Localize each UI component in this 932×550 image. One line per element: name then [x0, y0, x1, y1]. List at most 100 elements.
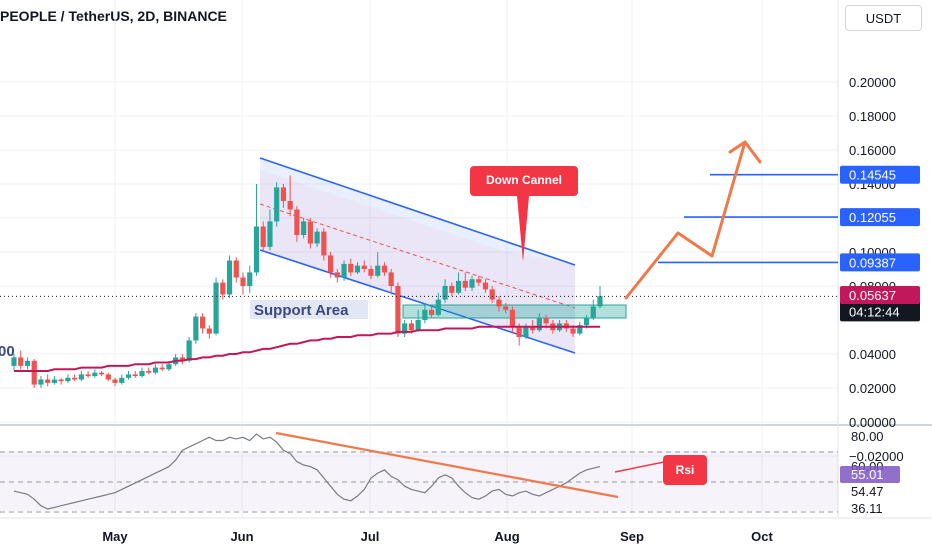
candle-body [287, 201, 293, 210]
time-axis-tick-label: Jun [230, 529, 253, 544]
candle-body [247, 272, 253, 286]
time-axis-tick-label: Oct [751, 529, 773, 544]
candle-body [125, 374, 132, 378]
price-axis-tick-label: 0.04000 [849, 347, 896, 362]
candle-body [597, 296, 603, 307]
rsi-axis-tick-label: 80.00 [851, 429, 884, 444]
candle-body [449, 286, 455, 293]
candle-body [530, 326, 536, 331]
candle-body [78, 374, 84, 380]
candle-body [577, 325, 583, 334]
support-area-label-bg [250, 300, 368, 319]
moving-average-line [14, 325, 600, 372]
candle-body [152, 367, 159, 373]
candle-body [341, 263, 347, 278]
candle-body [536, 318, 542, 331]
chart-title: PEOPLE / TetherUS, 2D, BINANCE [0, 8, 227, 24]
candle-body [516, 326, 522, 337]
currency-button[interactable]: USDT [845, 5, 922, 31]
price-axis-tick-label: 0.20000 [849, 75, 896, 90]
candle-body [314, 231, 320, 244]
countdown-label: 04:12:44 [849, 304, 900, 319]
candle-body [38, 379, 44, 385]
down-cannel-callout [470, 166, 578, 262]
candle-body [583, 318, 590, 326]
candle-body [92, 372, 98, 377]
candle-body [476, 279, 482, 283]
candle-body [206, 328, 212, 334]
candle-body [253, 226, 260, 273]
time-axis-tick-label: May [102, 529, 128, 544]
candle-body [368, 269, 374, 276]
candle-body [469, 279, 475, 288]
candle-body [72, 377, 78, 380]
channel-fill [260, 158, 575, 353]
candle-body [455, 280, 462, 293]
candle-body [503, 306, 509, 310]
candle-body [388, 272, 394, 286]
rsi-callout-pointer [614, 461, 665, 473]
candle-body [570, 328, 576, 334]
time-axis-tick-label: Aug [494, 529, 519, 544]
rsi-callout-bg [663, 455, 707, 485]
candle-body [24, 360, 31, 366]
candle-body [381, 265, 388, 273]
candle-body [199, 316, 206, 329]
candle-body [375, 265, 381, 276]
candle-body [132, 374, 138, 377]
price-axis-tick-label: 0.16000 [849, 143, 896, 158]
candle-body [260, 226, 266, 247]
candle-body [58, 379, 64, 382]
candle-body [348, 263, 354, 273]
ma-value-label: 0.05637 [849, 288, 896, 303]
candle-body [186, 340, 192, 361]
price-axis-tick-label: 0.18000 [849, 109, 896, 124]
candle-body [98, 372, 105, 375]
candle-body [496, 299, 502, 307]
candle-body [523, 326, 529, 337]
channel-inner-fill [260, 170, 575, 353]
price-axis-tick-label: −0.02000 [849, 449, 904, 464]
candle-body [233, 260, 239, 278]
candle-body [45, 379, 51, 383]
projection-arrow [624, 140, 747, 300]
candle-body [274, 187, 280, 222]
candle-body [301, 221, 307, 235]
rsi-value-label: 55.01 [851, 467, 884, 482]
candle-body [119, 377, 125, 383]
candle-body [415, 320, 421, 331]
candle-body [11, 357, 17, 366]
target-price-label-bg [840, 208, 920, 227]
rsi-axis-tick-label: 36.11 [851, 501, 883, 516]
rsi-trend-line [275, 431, 619, 499]
target-price-label: 0.14545 [849, 168, 896, 183]
candle-body [327, 255, 334, 273]
candle-body [429, 309, 435, 315]
candle-body [334, 272, 340, 278]
down-cannel-label: Down Cannel [486, 173, 562, 187]
candle-body [85, 374, 91, 377]
ma-value-label-bg [840, 286, 920, 304]
candle-body [307, 221, 313, 244]
rsi-callout-label: Rsi [676, 463, 695, 477]
candle-body [402, 323, 408, 334]
candle-body [31, 360, 37, 385]
time-axis-tick-label: Jul [361, 529, 380, 544]
candle-body [361, 265, 367, 269]
candle-body [354, 265, 361, 273]
target-price-label-bg [840, 165, 920, 184]
candle-body [159, 367, 165, 370]
candle-body [220, 282, 226, 295]
candle-body [166, 364, 172, 370]
candle-body [18, 357, 24, 366]
left-cut-value-label: 00 [0, 343, 15, 360]
candle-body [294, 209, 300, 235]
price-axis-tick-label: 0.00000 [849, 415, 896, 430]
time-axis-tick-label: Sep [620, 529, 644, 544]
rsi-axis-tick-label: 54.47 [851, 484, 884, 499]
candle-body [590, 306, 596, 319]
candle-body [193, 316, 199, 341]
candle-body [408, 323, 415, 331]
